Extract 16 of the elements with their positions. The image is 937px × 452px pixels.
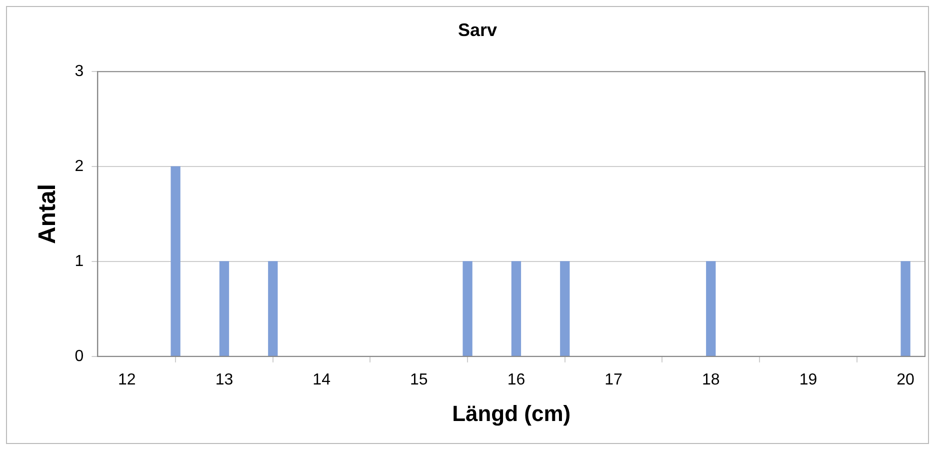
chart-title: Sarv [458,20,498,40]
x-tick-label: 12 [118,371,136,388]
x-axis-title: Längd (cm) [452,400,571,426]
x-tick-label: 18 [702,371,720,388]
x-tick-label: 15 [410,371,428,388]
y-tick-label: 1 [74,252,84,270]
x-tick-label: 19 [799,371,818,388]
x-tick-label: 16 [507,371,526,388]
y-tick-label: 3 [74,63,84,80]
x-tick-label: 13 [215,371,234,388]
y-tick-label: 2 [74,158,84,175]
y-axis-title: Antal [34,184,62,244]
x-tick-label: 14 [312,371,331,388]
y-tick-label: 0 [74,348,84,365]
x-tick-label: 20 [896,371,915,388]
x-tick-label: 17 [604,371,623,388]
